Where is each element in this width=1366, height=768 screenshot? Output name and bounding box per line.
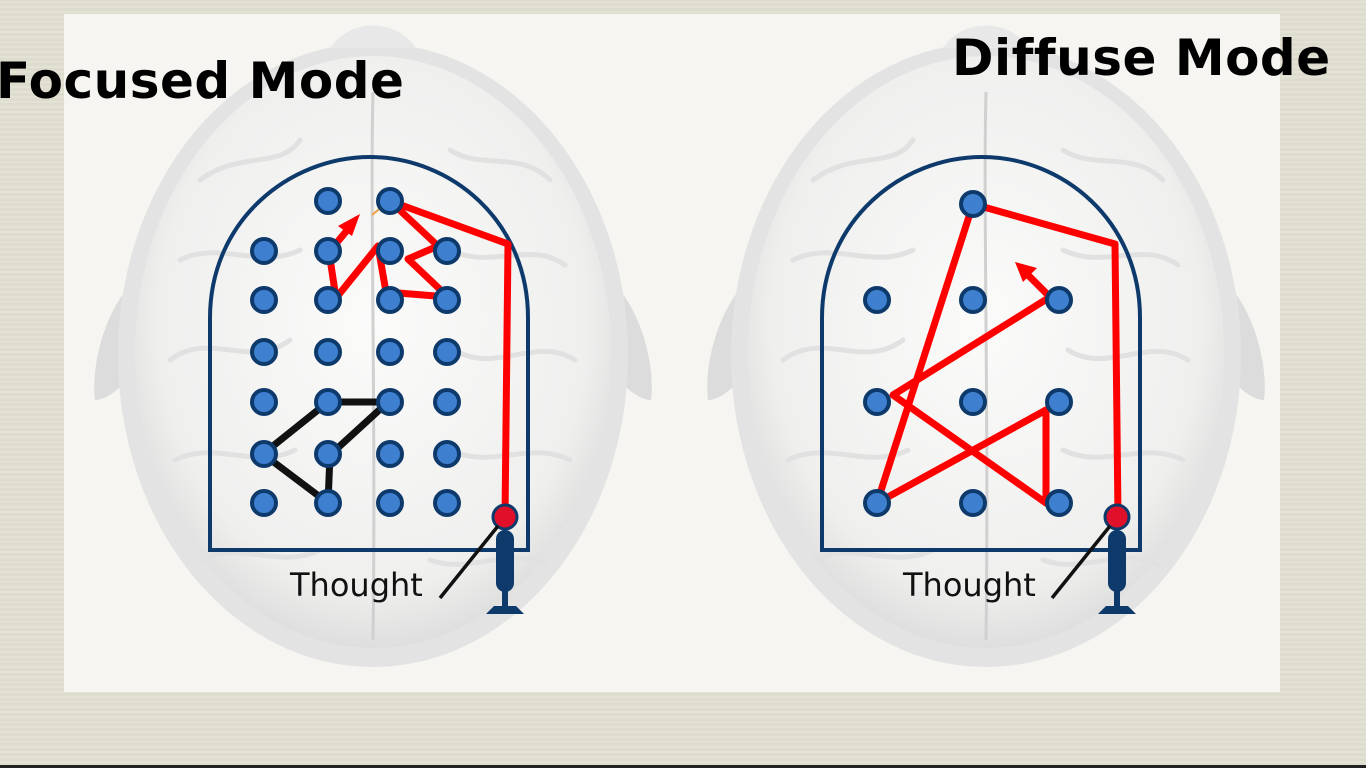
node <box>314 440 342 468</box>
node <box>376 187 404 215</box>
node <box>250 286 278 314</box>
node <box>863 388 891 416</box>
node <box>314 489 342 517</box>
focused-node-grid <box>250 187 461 517</box>
focused-thought-ball <box>491 503 519 531</box>
diffuse-plunger-icon <box>1098 503 1136 614</box>
node <box>863 489 891 517</box>
node <box>433 286 461 314</box>
node <box>1045 286 1073 314</box>
node <box>1045 489 1073 517</box>
node <box>433 489 461 517</box>
node <box>250 440 278 468</box>
node <box>1045 388 1073 416</box>
node <box>433 237 461 265</box>
diffuse-thought-label: Thought <box>902 566 1036 604</box>
node <box>376 489 404 517</box>
diffuse-label-leader <box>1050 524 1112 600</box>
node <box>250 338 278 366</box>
diffuse-thought-ball <box>1103 503 1131 531</box>
node <box>314 388 342 416</box>
node <box>959 190 987 218</box>
focused-plunger-icon <box>486 503 524 614</box>
node <box>314 286 342 314</box>
node <box>376 388 404 416</box>
node <box>433 440 461 468</box>
node <box>376 440 404 468</box>
diffuse-red-path <box>873 200 1122 521</box>
diffuse-table-frame <box>820 154 1142 552</box>
node <box>433 338 461 366</box>
focused-thought-label: Thought <box>289 566 423 604</box>
node <box>959 388 987 416</box>
node <box>314 187 342 215</box>
diffuse-node-grid <box>863 190 1073 517</box>
focused-arrowhead <box>338 214 360 236</box>
focused-label-leader <box>438 524 500 600</box>
node <box>433 388 461 416</box>
node <box>376 237 404 265</box>
node <box>250 237 278 265</box>
node <box>376 286 404 314</box>
node <box>250 489 278 517</box>
node <box>376 338 404 366</box>
node <box>863 286 891 314</box>
node <box>959 489 987 517</box>
node <box>314 338 342 366</box>
focused-pinball-table: Thought <box>208 154 530 614</box>
focused-table-frame <box>208 154 530 552</box>
diffuse-mode-title: Diffuse Mode <box>952 29 1331 87</box>
diffuse-arrowhead <box>1015 262 1037 282</box>
node <box>250 388 278 416</box>
node <box>959 286 987 314</box>
node <box>314 237 342 265</box>
diffuse-pinball-table: Thought <box>820 154 1142 614</box>
bottom-divider <box>0 765 1366 768</box>
focused-mode-title: Focused Mode <box>0 52 405 110</box>
